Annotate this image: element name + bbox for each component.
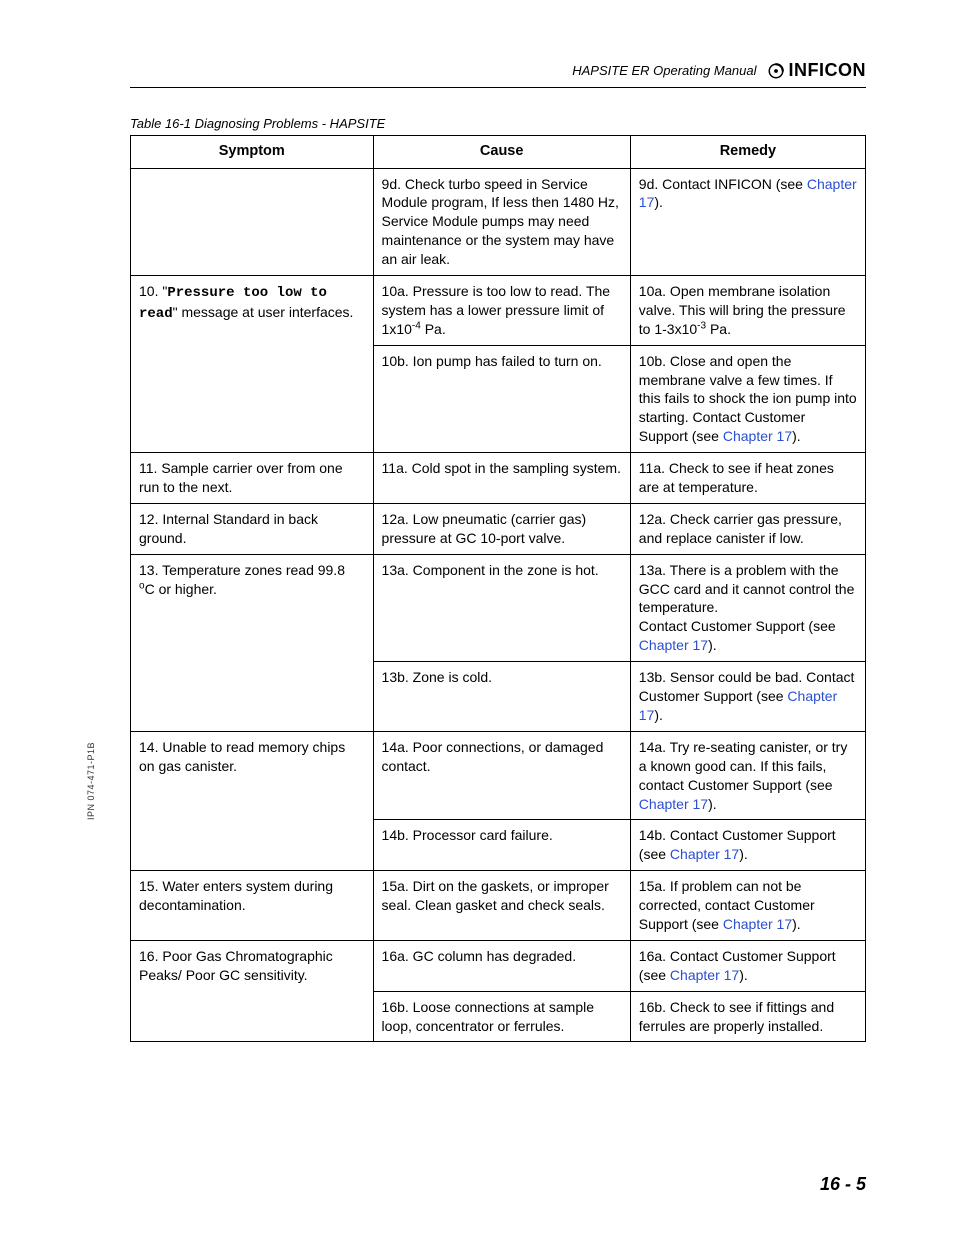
cell-symptom: 13. Temperature zones read 99.8 oC or hi… xyxy=(131,554,374,731)
page-number: 16 - 5 xyxy=(820,1174,866,1195)
table-row: 10. "Pressure too low to read" message a… xyxy=(131,276,866,346)
cell-symptom: 14. Unable to read memory chips on gas c… xyxy=(131,731,374,870)
table-row: 15. Water enters system during decontami… xyxy=(131,871,866,941)
side-ipn-text: IPN 074-471-P1B xyxy=(86,742,96,820)
chapter-link[interactable]: Chapter 17 xyxy=(723,916,792,932)
cell-cause: 13a. Component in the zone is hot. xyxy=(373,554,630,661)
cell-cause: 11a. Cold spot in the sampling system. xyxy=(373,453,630,504)
brand-logo: INFICON xyxy=(767,60,867,81)
cell-cause: 14b. Processor card failure. xyxy=(373,820,630,871)
chapter-link[interactable]: Chapter 17 xyxy=(639,637,708,653)
col-symptom: Symptom xyxy=(131,136,374,169)
col-cause: Cause xyxy=(373,136,630,169)
page-header: HAPSITE ER Operating Manual INFICON xyxy=(130,60,866,88)
table-row: 11. Sample carrier over from one run to … xyxy=(131,453,866,504)
table-header-row: Symptom Cause Remedy xyxy=(131,136,866,169)
cell-remedy: 9d. Contact INFICON (see Chapter 17). xyxy=(630,168,865,275)
cell-cause: 9d. Check turbo speed in Service Module … xyxy=(373,168,630,275)
cell-cause: 12a. Low pneumatic (carrier gas) pressur… xyxy=(373,503,630,554)
table-row: 14. Unable to read memory chips on gas c… xyxy=(131,731,866,820)
chapter-link[interactable]: Chapter 17 xyxy=(670,967,739,983)
cell-remedy: 12a. Check carrier gas pressure, and rep… xyxy=(630,503,865,554)
cell-remedy: 13a. There is a problem with the GCC car… xyxy=(630,554,865,661)
cell-remedy: 11a. Check to see if heat zones are at t… xyxy=(630,453,865,504)
chapter-link[interactable]: Chapter 17 xyxy=(639,176,857,211)
cell-symptom: 10. "Pressure too low to read" message a… xyxy=(131,276,374,453)
cell-symptom: 16. Poor Gas Chromatographic Peaks/ Poor… xyxy=(131,940,374,1042)
logo-icon xyxy=(767,62,785,80)
cell-symptom xyxy=(131,168,374,275)
logo-text: INFICON xyxy=(789,60,867,81)
cell-remedy: 13b. Sensor could be bad. Contact Custom… xyxy=(630,662,865,732)
table-caption: Table 16-1 Diagnosing Problems - HAPSITE xyxy=(130,116,866,131)
chapter-link[interactable]: Chapter 17 xyxy=(639,796,708,812)
cell-remedy: 10a. Open membrane isolation valve. This… xyxy=(630,276,865,346)
cell-cause: 15a. Dirt on the gaskets, or improper se… xyxy=(373,871,630,941)
cell-cause: 16a. GC column has degraded. xyxy=(373,940,630,991)
cell-remedy: 10b. Close and open the membrane valve a… xyxy=(630,345,865,452)
cell-symptom: 11. Sample carrier over from one run to … xyxy=(131,453,374,504)
diagnosis-table: Symptom Cause Remedy 9d. Check turbo spe… xyxy=(130,135,866,1042)
cell-remedy: 15a. If problem can not be corrected, co… xyxy=(630,871,865,941)
table-row: 16. Poor Gas Chromatographic Peaks/ Poor… xyxy=(131,940,866,991)
chapter-link[interactable]: Chapter 17 xyxy=(639,688,837,723)
cell-cause: 16b. Loose connections at sample loop, c… xyxy=(373,991,630,1042)
cell-cause: 10a. Pressure is too low to read. The sy… xyxy=(373,276,630,346)
cell-symptom: 12. Internal Standard in back ground. xyxy=(131,503,374,554)
cell-cause: 13b. Zone is cold. xyxy=(373,662,630,732)
cell-remedy: 14b. Contact Customer Support (see Chapt… xyxy=(630,820,865,871)
table-row: 9d. Check turbo speed in Service Module … xyxy=(131,168,866,275)
manual-title: HAPSITE ER Operating Manual xyxy=(572,63,756,78)
cell-symptom: 15. Water enters system during decontami… xyxy=(131,871,374,941)
table-row: 13. Temperature zones read 99.8 oC or hi… xyxy=(131,554,866,661)
cell-remedy: 16b. Check to see if fittings and ferrul… xyxy=(630,991,865,1042)
cell-cause: 14a. Poor connections, or damaged contac… xyxy=(373,731,630,820)
col-remedy: Remedy xyxy=(630,136,865,169)
chapter-link[interactable]: Chapter 17 xyxy=(670,846,739,862)
cell-remedy: 14a. Try re-seating canister, or try a k… xyxy=(630,731,865,820)
cell-cause: 10b. Ion pump has failed to turn on. xyxy=(373,345,630,452)
chapter-link[interactable]: Chapter 17 xyxy=(723,428,792,444)
cell-remedy: 16a. Contact Customer Support (see Chapt… xyxy=(630,940,865,991)
table-row: 12. Internal Standard in back ground.12a… xyxy=(131,503,866,554)
